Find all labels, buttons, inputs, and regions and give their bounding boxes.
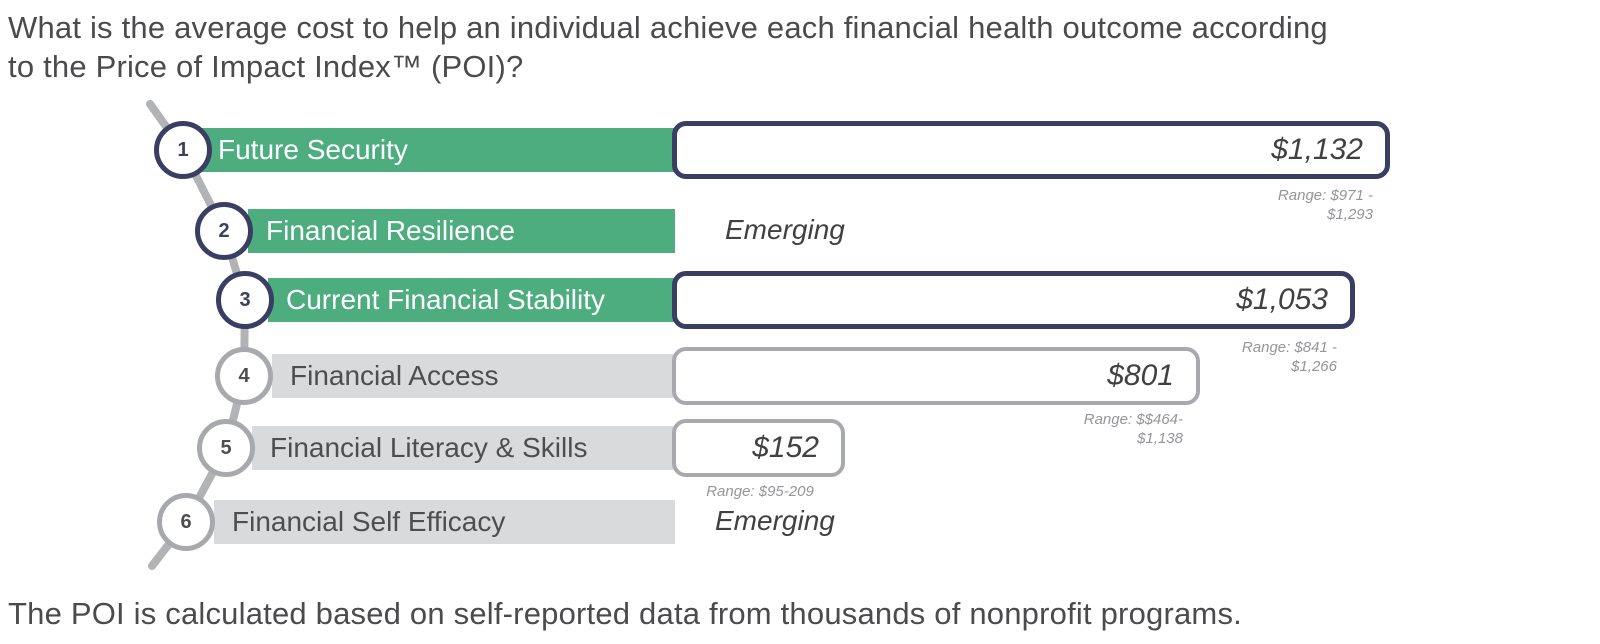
step-circle-2: 2 — [195, 202, 253, 260]
page-title-line2: to the Price of Impact Index™ (POI)? — [8, 49, 524, 84]
range-line2: $1,266 — [1291, 358, 1337, 375]
value-box-financial-literacy-skills: $152 — [672, 419, 845, 477]
step-circle-4: 4 — [215, 347, 273, 405]
step-circle-1: 1 — [154, 121, 212, 179]
status-label-financial-resilience: Emerging — [725, 214, 845, 245]
range-line1: Range: $$464- — [1083, 411, 1183, 428]
value-label: $1,132 — [1271, 133, 1363, 166]
range-line2: $1,293 — [1327, 206, 1373, 223]
category-bar-financial-access: Financial Access — [272, 354, 675, 398]
range-line2: $1,138 — [1137, 430, 1183, 447]
value-label: $801 — [1107, 359, 1174, 392]
category-bar-future-security: Future Security — [200, 128, 675, 172]
page-title-line1: What is the average cost to help an indi… — [8, 10, 1328, 45]
step-circle-6: 6 — [157, 493, 215, 551]
range-line1: Range: $841 - — [1241, 339, 1337, 356]
category-bar-financial-resilience: Financial Resilience — [248, 209, 675, 253]
page-title: What is the average cost to help an indi… — [8, 8, 1596, 86]
category-label: Financial Resilience — [266, 215, 516, 246]
step-circle-3: 3 — [216, 271, 274, 329]
category-label: Future Security — [218, 134, 408, 165]
range-line1: Range: $971 - — [1277, 187, 1373, 204]
range-line1: Range: $95-209 — [706, 483, 814, 500]
step-circle-5: 5 — [197, 419, 255, 477]
category-label: Current Financial Stability — [286, 284, 606, 315]
value-label: $1,053 — [1236, 283, 1328, 316]
category-label: Financial Literacy & Skills — [270, 432, 588, 463]
value-label: $152 — [752, 431, 819, 464]
category-bar-financial-self-efficacy: Financial Self Efficacy — [214, 500, 675, 544]
category-bar-financial-literacy-skills: Financial Literacy & Skills — [252, 426, 675, 470]
range-label-future-security: Range: $971 - $1,293 — [1278, 186, 1373, 224]
category-bar-current-financial-stability: Current Financial Stability — [268, 278, 675, 322]
footer-note: The POI is calculated based on self-repo… — [8, 596, 1242, 631]
range-label-current-financial-stability: Range: $841 - $1,266 — [1242, 338, 1337, 376]
status-label-financial-self-efficacy: Emerging — [715, 505, 835, 536]
range-label-financial-literacy-skills: Range: $95-209 — [655, 482, 865, 501]
category-label: Financial Self Efficacy — [232, 506, 506, 537]
value-box-future-security: $1,132 — [672, 121, 1390, 179]
value-box-current-financial-stability: $1,053 — [672, 271, 1355, 329]
value-box-financial-access: $801 — [672, 347, 1200, 405]
range-label-financial-access: Range: $$464- $1,138 — [1084, 410, 1183, 448]
category-label: Financial Access — [290, 360, 499, 391]
